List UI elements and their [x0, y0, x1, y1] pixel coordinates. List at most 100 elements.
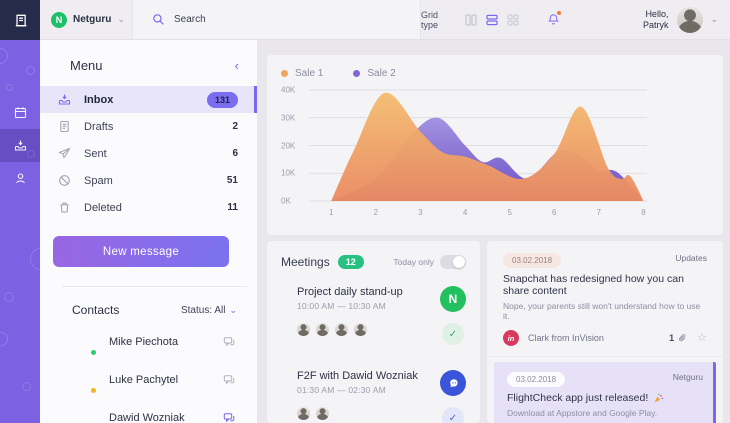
- chat-badge-icon: [440, 370, 466, 396]
- user-icon: [15, 173, 25, 184]
- user-avatar[interactable]: [677, 6, 704, 33]
- folder-label: Deleted: [84, 201, 122, 214]
- layout-grid-icon[interactable]: [507, 13, 519, 26]
- attendee-avatars: [297, 407, 432, 420]
- menu-title: Menu: [70, 58, 103, 73]
- deco-circle: [6, 84, 13, 91]
- contact-row[interactable]: Mike Piechota: [40, 329, 257, 356]
- today-only-toggle[interactable]: [440, 255, 466, 269]
- deco-circle: [27, 150, 35, 158]
- news-item[interactable]: 03.02.2018 Updates Snapchat has redesign…: [487, 241, 723, 357]
- legend-label: Sale 1: [295, 68, 324, 79]
- attachment-count: 1: [669, 333, 675, 343]
- check-icon[interactable]: ✓: [442, 323, 464, 345]
- divider: [62, 286, 247, 287]
- search-placeholder: Search: [174, 14, 206, 25]
- notifications-button[interactable]: [547, 11, 562, 26]
- collapse-panel-icon[interactable]: ‹: [234, 58, 239, 73]
- meeting-item[interactable]: Project daily stand-up 10:00 AM — 10:30 …: [267, 286, 480, 345]
- menu-panel: Menu ‹ Inbox 131 Drafts 2: [40, 40, 257, 423]
- netguru-logo-icon: N: [51, 11, 67, 28]
- new-message-button[interactable]: New message: [53, 236, 229, 267]
- contact-row[interactable]: Luke Pachytel: [40, 367, 257, 394]
- search-input[interactable]: Search: [133, 0, 421, 39]
- contact-row[interactable]: Dawid Wozniak: [40, 405, 257, 423]
- area-series-1: [331, 92, 644, 201]
- check-icon[interactable]: ✓: [442, 407, 464, 423]
- paperclip-icon: [679, 333, 686, 341]
- unread-count-badge: 131: [206, 91, 238, 108]
- attachments[interactable]: 1: [669, 333, 688, 344]
- toggle-knob: [453, 256, 465, 268]
- legend-item[interactable]: Sale 1: [281, 68, 323, 79]
- topbar-actions: Grid type Hello, Pa: [421, 6, 730, 33]
- chevron-down-icon: ⌄: [117, 14, 125, 24]
- rail-item-mail[interactable]: [0, 129, 40, 162]
- y-tick-label: 40K: [281, 85, 296, 95]
- star-outline-icon[interactable]: ☆: [697, 331, 707, 344]
- folder-count: 11: [227, 202, 238, 213]
- chevron-down-icon: ⌄: [229, 304, 237, 315]
- rail-item-calendar[interactable]: [0, 96, 40, 129]
- netguru-badge-icon: N: [440, 286, 466, 312]
- calendar-icon: [14, 107, 26, 119]
- news-item-highlighted[interactable]: 03.02.2018 Netguru FlightCheck app just …: [494, 362, 716, 423]
- meeting-time: 10:00 AM — 10:30 AM: [297, 301, 386, 311]
- folder-label: Drafts: [84, 120, 114, 133]
- folder-sent[interactable]: Sent 6: [40, 140, 257, 167]
- chevron-down-icon[interactable]: ⌄: [710, 14, 718, 24]
- folder-count: 51: [226, 175, 238, 186]
- chart-plot: 1 2 3 4 5 6 7 8: [309, 88, 647, 218]
- today-only-label: Today only: [393, 257, 434, 267]
- workspace-switcher[interactable]: N Netguru ⌄: [40, 0, 133, 39]
- folder-inbox[interactable]: Inbox 131: [40, 86, 257, 113]
- attendee-avatar: [297, 323, 310, 336]
- invision-logo-icon: in: [503, 330, 519, 346]
- folder-count: 6: [232, 148, 238, 159]
- meeting-item[interactable]: F2F with Dawid Wozniak 01:30 AM — 02:30 …: [267, 370, 480, 423]
- chat-icon[interactable]: [223, 374, 235, 386]
- chat-icon[interactable]: [223, 412, 235, 423]
- folder-deleted[interactable]: Deleted 11: [40, 194, 257, 221]
- attendee-avatar: [354, 323, 367, 336]
- meetings-count-badge: 12: [337, 255, 364, 269]
- legend-item[interactable]: Sale 2: [353, 68, 396, 79]
- layout-rows-icon[interactable]: [486, 14, 499, 26]
- x-tick-label: 4: [462, 208, 468, 217]
- sales-chart-card: Sale 1 Sale 2 40K 30K 20K 10K 0K: [267, 55, 723, 235]
- chat-bubble-icon: [449, 378, 458, 387]
- contact-name: Luke Pachytel: [109, 374, 179, 386]
- grid-type-label: Grid type: [421, 9, 439, 30]
- sales-chart-svg: [309, 88, 647, 203]
- app-logo[interactable]: [0, 0, 40, 40]
- inbox-icon: [14, 140, 26, 151]
- legend-dot: [353, 70, 361, 77]
- news-author: Clark from InVision: [528, 333, 604, 343]
- y-tick-label: 20K: [281, 141, 296, 150]
- notification-dot: [557, 11, 562, 15]
- x-tick-label: 7: [596, 208, 602, 217]
- x-tick-label: 5: [507, 208, 512, 217]
- party-popper-icon: [654, 393, 664, 403]
- chat-icon[interactable]: [223, 336, 235, 348]
- news-date-badge: 03.02.2018: [507, 372, 566, 387]
- folder-label: Sent: [84, 147, 107, 160]
- layout-columns-icon[interactable]: [465, 13, 477, 26]
- folder-drafts[interactable]: Drafts 2: [40, 113, 257, 140]
- y-tick-label: 30K: [281, 113, 296, 123]
- folder-spam[interactable]: Spam 51: [40, 167, 257, 194]
- contacts-status-filter[interactable]: Status: All ⌄: [181, 305, 237, 316]
- news-source: Netguru: [672, 372, 703, 382]
- y-tick-label: 0K: [281, 196, 291, 206]
- search-icon: [153, 14, 164, 25]
- meeting-time: 01:30 AM — 02:30 AM: [297, 385, 386, 395]
- deco-circle: [0, 332, 8, 346]
- deco-circle: [30, 248, 40, 270]
- rail-item-contacts[interactable]: [0, 162, 40, 195]
- news-subtitle: Nope, your parents still won't understan…: [503, 301, 701, 321]
- rail-nav: [0, 96, 40, 195]
- chart-x-axis: 1 2 3 4 5 6 7 8: [309, 203, 647, 218]
- trash-icon: [60, 202, 69, 213]
- attendee-avatar: [316, 407, 329, 420]
